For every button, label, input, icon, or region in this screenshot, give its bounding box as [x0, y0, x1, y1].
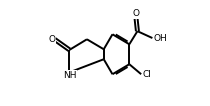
Text: NH: NH: [63, 71, 76, 80]
Text: O: O: [49, 35, 56, 44]
Text: Cl: Cl: [142, 70, 151, 79]
Text: O: O: [132, 9, 139, 18]
Text: OH: OH: [154, 33, 167, 43]
